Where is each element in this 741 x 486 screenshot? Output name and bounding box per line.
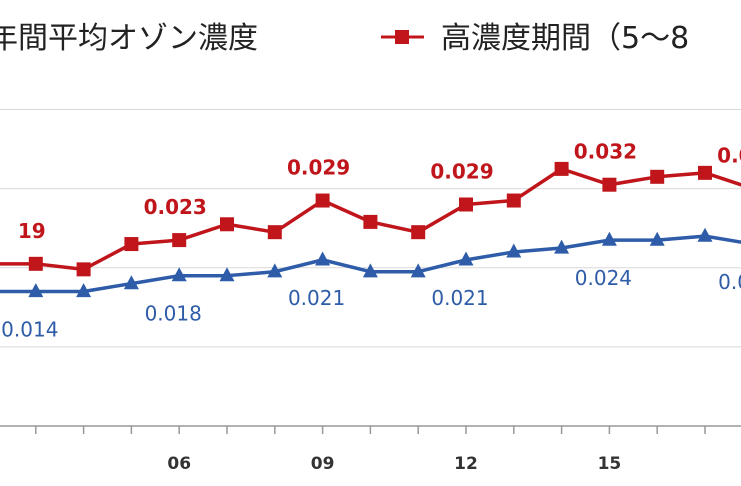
series-1-point-7 xyxy=(315,193,330,208)
x-axis: 0609121518 xyxy=(0,425,741,474)
x-tick-label-0: 06 xyxy=(167,454,191,474)
series-0-point-4 xyxy=(171,267,187,282)
data-label-series-1-5: 0.031 xyxy=(717,144,741,168)
series-0-point-9 xyxy=(410,263,426,278)
series-line-0 xyxy=(0,234,741,294)
series-1-point-4 xyxy=(172,233,187,248)
data-label-series-0-4: 0.024 xyxy=(575,266,632,290)
legend-label-average: 年間平均オゾン濃度 xyxy=(0,21,258,56)
gridlines xyxy=(0,109,741,348)
x-tick-label-2: 12 xyxy=(454,454,478,474)
series-line-1 xyxy=(0,167,741,272)
data-label-series-1-2: 0.029 xyxy=(287,156,350,180)
legend-label-high: 高濃度期間（5〜8 xyxy=(441,21,689,56)
series-1-point-6 xyxy=(267,225,282,240)
series-0-point-2 xyxy=(76,283,92,298)
series-0-point-15 xyxy=(697,227,713,242)
series-0-point-5 xyxy=(219,267,235,282)
legend-marker-high xyxy=(395,30,409,44)
series-1-point-2 xyxy=(76,262,91,277)
series-0-point-12 xyxy=(554,239,570,254)
series-1-point-13 xyxy=(602,177,617,192)
series-layer xyxy=(0,161,741,298)
series-1-point-11 xyxy=(506,193,521,208)
series-0-point-13 xyxy=(601,231,617,246)
data-label-series-0-1: 0.018 xyxy=(145,302,202,326)
series-1-point-5 xyxy=(220,217,234,232)
series-1-point-15 xyxy=(698,165,712,180)
data-label-series-0-3: 0.021 xyxy=(431,286,488,310)
legend: 年間平均オゾン濃度 高濃度期間（5〜8 xyxy=(0,21,689,56)
data-label-series-0-0: 0.014 xyxy=(1,318,58,342)
series-0-point-10 xyxy=(458,251,474,266)
data-label-series-1-0: 19 xyxy=(18,219,46,243)
x-tick-label-3: 15 xyxy=(598,454,622,474)
x-tick-label-1: 09 xyxy=(311,454,335,474)
data-label-series-1-1: 0.023 xyxy=(144,195,207,219)
series-0-point-8 xyxy=(362,263,378,278)
series-1-point-1 xyxy=(28,256,43,271)
series-0-point-14 xyxy=(649,231,665,246)
data-label-series-0-5: 0.023 xyxy=(718,270,741,294)
series-0-point-7 xyxy=(315,251,331,266)
series-1-point-9 xyxy=(411,225,426,240)
data-label-series-1-3: 0.029 xyxy=(430,159,493,183)
series-1-point-3 xyxy=(124,237,139,252)
series-0-point-3 xyxy=(123,275,139,290)
series-1-point-8 xyxy=(363,214,378,229)
series-1-point-10 xyxy=(459,197,473,212)
series-0-point-11 xyxy=(506,243,522,258)
data-label-series-1-4: 0.032 xyxy=(574,140,637,164)
data-label-series-0-2: 0.021 xyxy=(288,286,345,310)
data-labels: 0.014 0.018 0.021 0.021 0.024 0.023 19 0.023 0.0… xyxy=(1,140,741,342)
series-0-point-1 xyxy=(28,283,44,298)
series-1-point-12 xyxy=(554,161,569,176)
series-0-point-6 xyxy=(267,263,283,278)
series-1-point-14 xyxy=(650,169,665,184)
